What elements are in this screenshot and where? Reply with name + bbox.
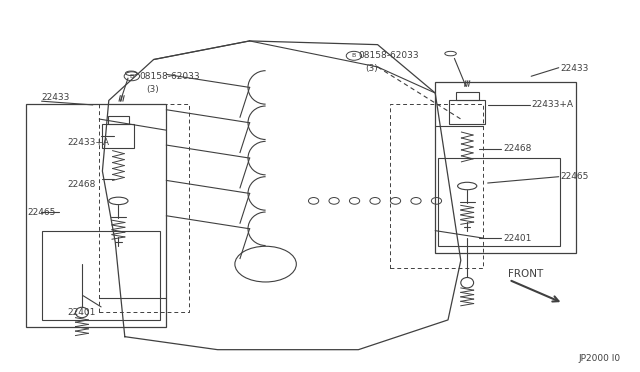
Text: 22433+A: 22433+A: [531, 100, 573, 109]
Text: 22465: 22465: [560, 172, 588, 181]
Text: 22468: 22468: [503, 144, 531, 153]
Text: 22433+A: 22433+A: [67, 138, 109, 147]
Text: 08158-62033: 08158-62033: [140, 72, 200, 81]
Text: 22401: 22401: [67, 308, 95, 317]
Bar: [456, 92, 479, 100]
Text: 22465: 22465: [27, 208, 55, 217]
Text: 22433: 22433: [560, 64, 588, 73]
Text: 22401: 22401: [503, 234, 531, 243]
Text: FRONT: FRONT: [508, 269, 544, 279]
Text: B: B: [352, 53, 356, 58]
Bar: [449, 100, 485, 124]
Text: B: B: [130, 74, 134, 79]
Text: (3): (3): [146, 85, 159, 94]
Text: 22468: 22468: [67, 180, 95, 189]
Text: (3): (3): [365, 64, 378, 73]
Text: 22433: 22433: [42, 93, 70, 102]
Text: JP2000 I0: JP2000 I0: [579, 355, 621, 363]
Bar: [108, 116, 129, 124]
Text: 08158-62033: 08158-62033: [358, 51, 419, 60]
Bar: [102, 124, 134, 148]
